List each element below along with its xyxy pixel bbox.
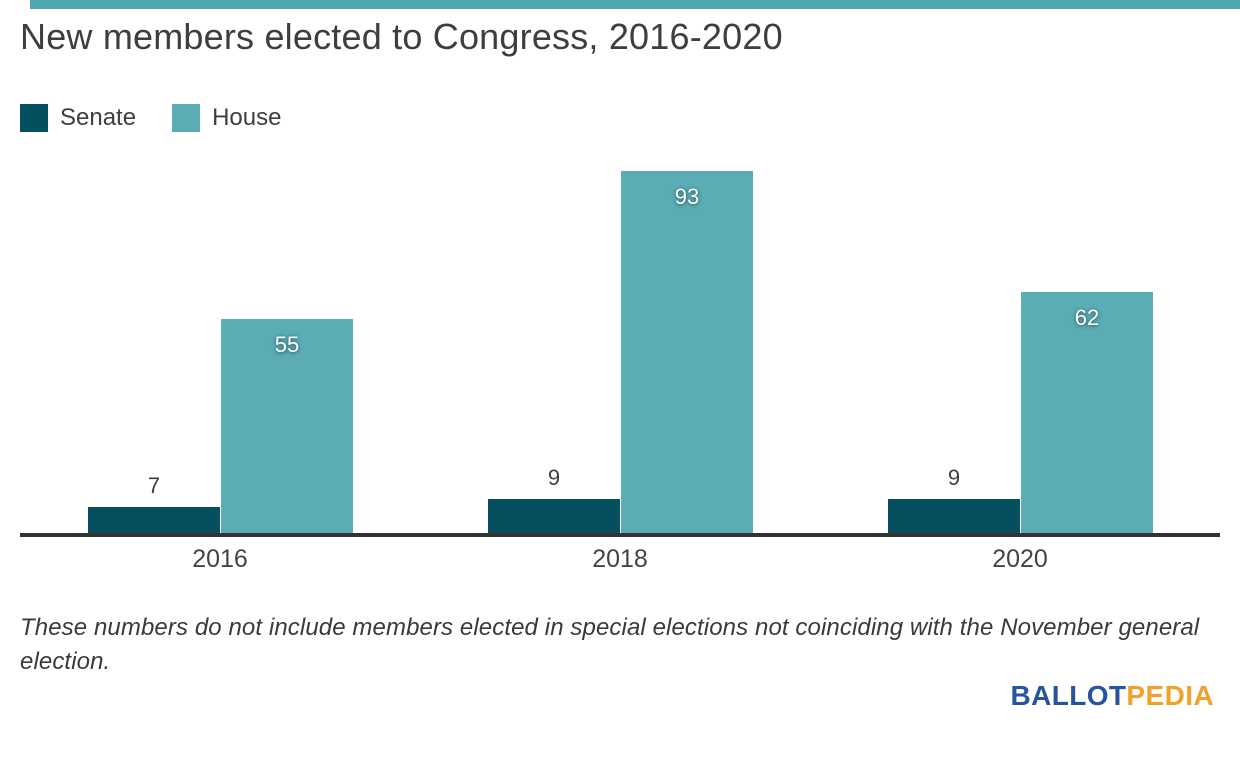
chart-legend: Senate House: [20, 104, 281, 132]
legend-label-house: House: [212, 104, 282, 131]
x-tick-2020: 2020: [992, 545, 1048, 573]
bar-senate-2016: [88, 507, 220, 534]
legend-item-house: House: [172, 104, 281, 132]
logo-part-ballot: BALLOT: [1010, 680, 1127, 711]
bar-value-senate-2020: 9: [947, 465, 961, 490]
bar-senate-2020: [888, 499, 1020, 534]
chart-footnote: These numbers do not include members ele…: [20, 614, 1200, 675]
x-axis-labels: 2016 2018 2020: [0, 545, 1240, 575]
bar-value-house-2018: 93: [674, 184, 700, 209]
x-tick-2018: 2018: [592, 545, 648, 573]
bar-value-senate-2016: 7: [147, 473, 161, 498]
ballotpedia-logo: BALLOTPEDIA: [1010, 680, 1214, 712]
house-color-swatch: [172, 104, 201, 132]
logo-part-pedia: PEDIA: [1126, 680, 1214, 711]
legend-item-senate: Senate: [20, 104, 136, 132]
bar-senate-2018: [488, 499, 620, 534]
bar-value-house-2020: 62: [1074, 305, 1100, 330]
x-tick-2016: 2016: [192, 545, 248, 573]
top-accent-bar: [30, 0, 1240, 9]
legend-label-senate: Senate: [60, 104, 137, 131]
bar-house-2016: [221, 319, 353, 534]
bar-house-2018: [621, 171, 753, 534]
chart-title: New members elected to Congress, 2016-20…: [20, 16, 783, 57]
bar-house-2020: [1021, 292, 1153, 534]
bar-value-house-2016: 55: [274, 332, 300, 357]
plot-area: 7 55 9 93 9 62: [0, 150, 1240, 534]
x-axis-line: [20, 533, 1220, 537]
senate-color-swatch: [20, 104, 48, 132]
bar-value-senate-2018: 9: [547, 465, 561, 490]
